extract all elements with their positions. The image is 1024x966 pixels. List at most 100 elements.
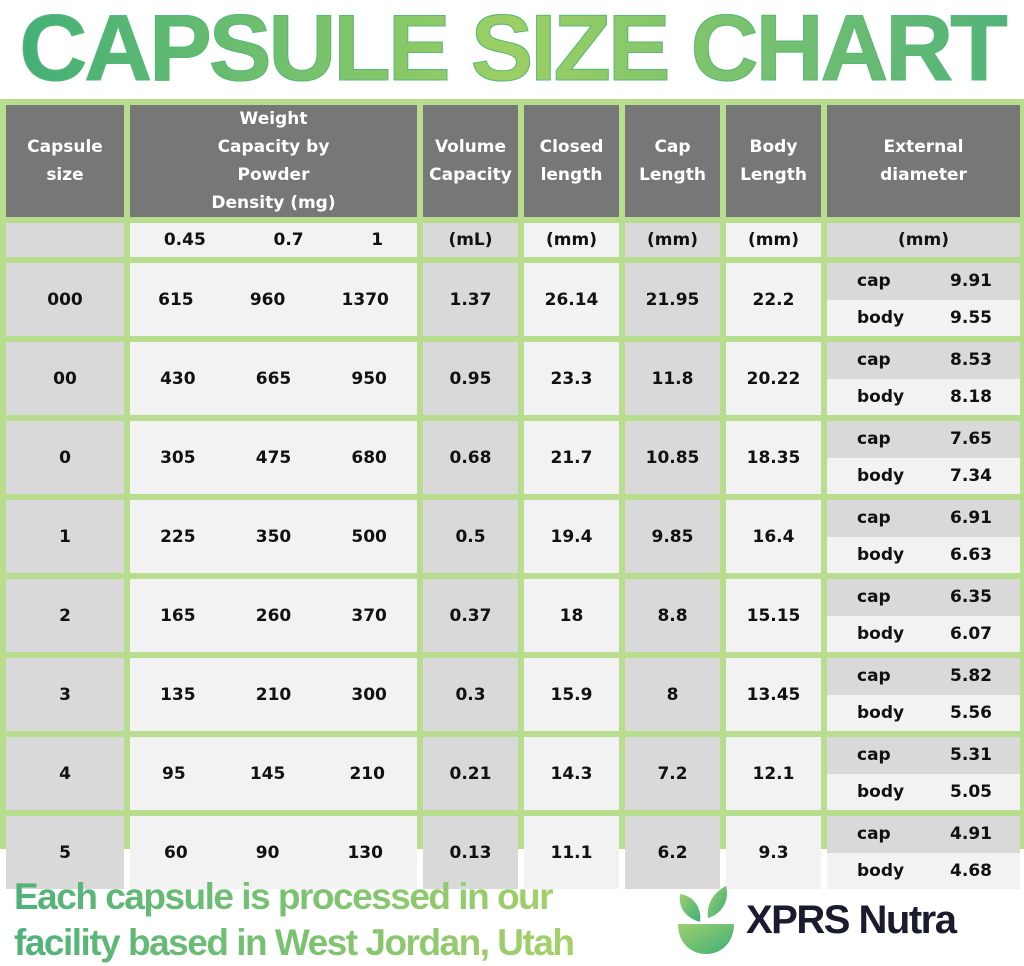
table-row: 3 135 210 300 0.3 15.9 8 13.45 cap 5.82 b… (6, 658, 1020, 731)
weight-07: 145 (249, 763, 286, 784)
cap-label: cap (857, 350, 891, 371)
weight-1: 950 (351, 368, 387, 389)
header-volume: Volume Capacity (423, 105, 518, 217)
cap-length: 7.2 (625, 737, 720, 810)
body-value: 6.63 (950, 544, 992, 565)
volume: 0.37 (423, 579, 518, 652)
diameter-body: body 8.18 (827, 378, 1020, 415)
density-0: 0.45 (163, 230, 206, 250)
capsule-size: 1 (6, 500, 124, 573)
weight-1: 210 (349, 763, 385, 784)
body-value: 6.07 (950, 623, 992, 644)
cap-length: 11.8 (625, 342, 720, 415)
diameter-body: body 6.07 (827, 615, 1020, 652)
table-row: 1 225 350 500 0.5 19.4 9.85 16.4 cap 6.91… (6, 500, 1020, 573)
body-value: 7.34 (950, 465, 992, 486)
weight-045: 615 (158, 289, 194, 310)
diameter-cap: cap 4.91 (827, 816, 1020, 853)
weight-cells: 430 665 950 (130, 342, 417, 415)
body-length: 12.1 (726, 737, 821, 810)
cap-label: cap (857, 429, 891, 450)
leaf-bowl-icon (678, 886, 734, 954)
unit-cap: (mm) (625, 223, 720, 257)
header-closed: Closed length (524, 105, 619, 217)
weight-07: 475 (255, 447, 292, 468)
capsule-table: Capsule size Weight Capacity by Powder D… (0, 99, 1024, 889)
external-diameter: cap 5.82 body 5.56 (827, 658, 1020, 731)
body-value: 5.56 (950, 702, 992, 723)
diameter-body: body 5.05 (827, 773, 1020, 810)
capsule-size: 00 (6, 342, 124, 415)
cap-label: cap (857, 587, 891, 608)
body-value: 4.68 (950, 860, 992, 881)
weight-07: 90 (255, 842, 280, 863)
cap-value: 8.53 (950, 350, 992, 371)
cap-value: 6.35 (950, 587, 992, 608)
header-body: Body Length (726, 105, 821, 217)
external-diameter: cap 4.91 body 4.68 (827, 816, 1020, 889)
table-row: 0 305 475 680 0.68 21.7 10.85 18.35 cap 7… (6, 421, 1020, 494)
weight-07: 665 (255, 368, 292, 389)
unit-ext: (mm) (827, 223, 1020, 257)
capsule-size: 000 (6, 263, 124, 336)
closed-length: 21.7 (524, 421, 619, 494)
cap-length: 8.8 (625, 579, 720, 652)
external-diameter: cap 5.31 body 5.05 (827, 737, 1020, 810)
footer-tagline: Each capsule is processed in our facilit… (14, 874, 574, 966)
external-diameter: cap 9.91 body 9.55 (827, 263, 1020, 336)
weight-045: 95 (162, 763, 186, 784)
body-length: 13.45 (726, 658, 821, 731)
diameter-body: body 6.63 (827, 536, 1020, 573)
diameter-body: body 9.55 (827, 299, 1020, 336)
body-value: 5.05 (950, 781, 992, 802)
density-2: 1 (371, 230, 384, 250)
weight-07: 960 (249, 289, 286, 310)
body-value: 9.55 (950, 307, 992, 328)
capsule-size: 4 (6, 737, 124, 810)
weight-045: 60 (164, 842, 188, 863)
units-blank (6, 223, 124, 257)
table-row: 00 430 665 950 0.95 23.3 11.8 20.22 cap 8… (6, 342, 1020, 415)
cap-value: 7.65 (950, 429, 992, 450)
closed-length: 19.4 (524, 500, 619, 573)
external-diameter: cap 8.53 body 8.18 (827, 342, 1020, 415)
weight-1: 130 (347, 842, 383, 863)
cap-length: 10.85 (625, 421, 720, 494)
table-row: 5 60 90 130 0.13 11.1 6.2 9.3 cap 4.91 bo… (6, 816, 1020, 889)
brand-name: XPRS Nutra (746, 898, 957, 942)
diameter-body: body 5.56 (827, 694, 1020, 731)
capsule-size: 5 (6, 816, 124, 889)
closed-length: 23.3 (524, 342, 619, 415)
diameter-cap: cap 8.53 (827, 342, 1020, 379)
volume: 0.13 (423, 816, 518, 889)
weight-cells: 165 260 370 (130, 579, 417, 652)
diameter-cap: cap 5.82 (827, 658, 1020, 695)
volume: 0.5 (423, 500, 518, 573)
density-1: 0.7 (273, 230, 304, 250)
cap-length: 8 (625, 658, 720, 731)
unit-closed: (mm) (524, 223, 619, 257)
capsule-size: 2 (6, 579, 124, 652)
external-diameter: cap 7.65 body 7.34 (827, 421, 1020, 494)
cap-value: 4.91 (950, 824, 992, 845)
cap-value: 5.31 (950, 745, 992, 766)
table-row: 2 165 260 370 0.37 18 8.8 15.15 cap 6.35 … (6, 579, 1020, 652)
cap-label: cap (857, 508, 891, 529)
weight-07: 210 (255, 684, 292, 705)
weight-045: 305 (160, 447, 196, 468)
body-label: body (857, 544, 905, 565)
capsule-size: 3 (6, 658, 124, 731)
volume: 1.37 (423, 263, 518, 336)
cap-value: 6.91 (950, 508, 992, 529)
volume: 0.3 (423, 658, 518, 731)
weight-cells: 305 475 680 (130, 421, 417, 494)
volume: 0.21 (423, 737, 518, 810)
header-ext: External diameter (827, 105, 1020, 217)
weight-cells: 60 90 130 (130, 816, 417, 889)
weight-cells: 135 210 300 (130, 658, 417, 731)
cap-label: cap (857, 666, 891, 687)
weight-1: 300 (351, 684, 387, 705)
cap-length: 9.85 (625, 500, 720, 573)
body-label: body (857, 860, 905, 881)
header-capsule-size: Capsule size (6, 105, 124, 217)
